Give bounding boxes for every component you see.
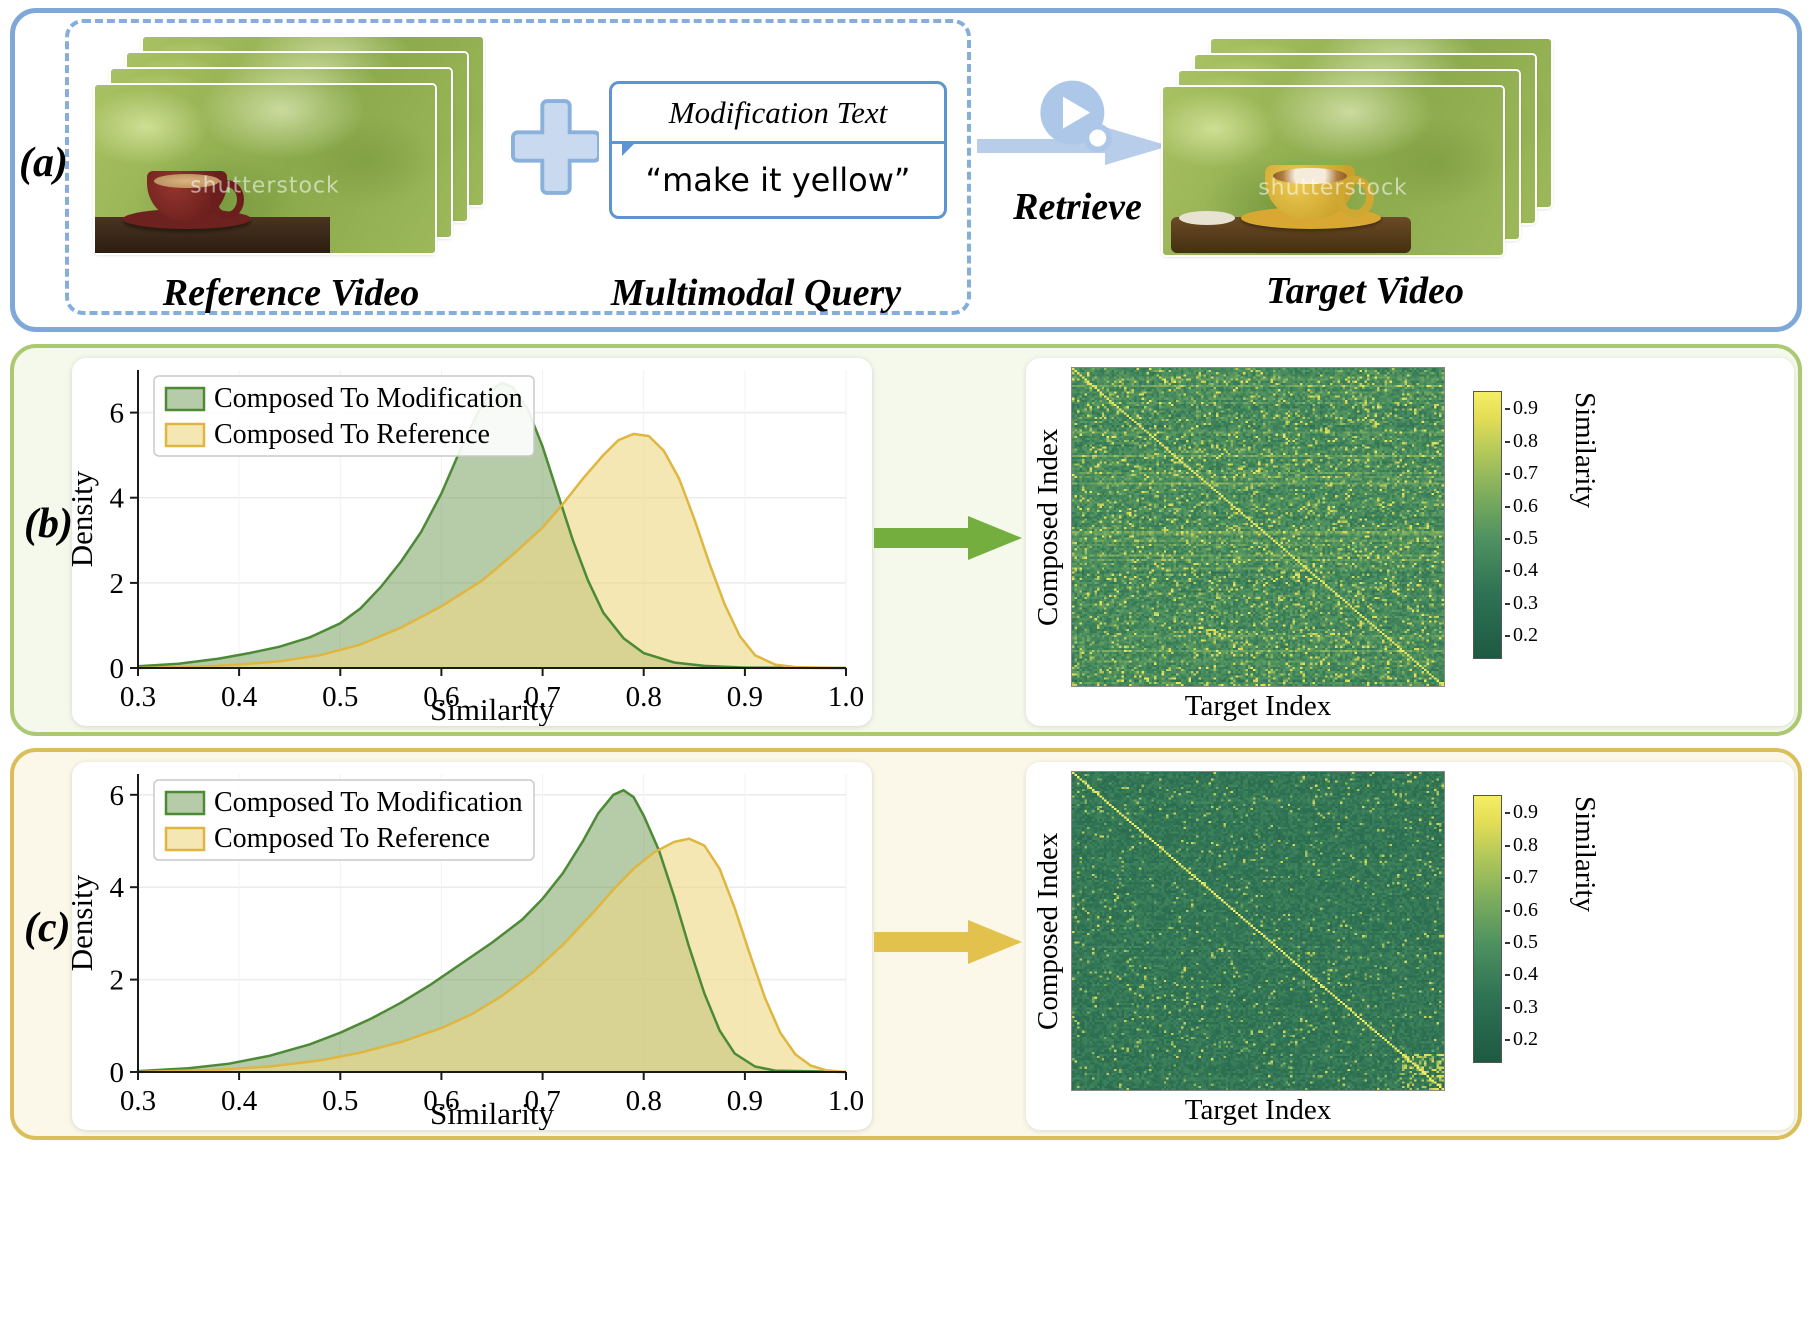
- x-tick-label: 0.4: [221, 681, 258, 713]
- multimodal-query-group: shutterstock Reference Video Modificatio…: [65, 19, 971, 315]
- heatmap-c-matrix: [1071, 771, 1445, 1091]
- y-axis-label: Density: [72, 470, 99, 567]
- panel-a-label: (a): [19, 140, 68, 186]
- modification-text-box: Modification Text “make it yellow”: [609, 81, 947, 219]
- x-tick-label: 0.8: [626, 1085, 662, 1117]
- panel-c: (c) 0.3 0.4 0.5 0.6 0.7 0.8 0.9 1.0 0 2 4 6 Similari…: [10, 748, 1802, 1140]
- arrow-c-icon: [874, 920, 1022, 964]
- reference-video-frame-front: shutterstock: [95, 85, 435, 253]
- yellow-coffee-cup: [1265, 165, 1374, 219]
- legend-label: Composed To Reference: [214, 419, 490, 450]
- legend-box: [153, 779, 535, 861]
- x-tick-label: 0.6: [423, 681, 459, 713]
- x-tick-label: 0.7: [524, 1085, 560, 1117]
- colorbar-b-gradient: [1473, 391, 1502, 659]
- y-tick-label: 2: [110, 568, 125, 600]
- heatmap-c-ylabel: Composed Index: [1032, 832, 1064, 1030]
- colorbar-b: 0.9 0.8 0.7 0.6 0.5 0.4 0.3 0.2 Similarity: [1473, 391, 1634, 662]
- legend-label: Composed To Reference: [214, 823, 490, 854]
- red-coffee-cup: [147, 171, 244, 221]
- speech-bubble-fold-icon: [622, 141, 637, 156]
- target-video-stack: shutterstock: [1163, 39, 1553, 257]
- small-dish: [1179, 211, 1235, 225]
- target-video-frame-front: shutterstock: [1163, 87, 1503, 255]
- panel-b: (b) 0.3 0.4 0.5 0.6 0.7 0.8 0.9 1.0 0 2 4 6 Similari…: [10, 344, 1802, 736]
- legend-box: [153, 375, 535, 457]
- x-tick-label: 0.9: [727, 1085, 763, 1117]
- x-tick-label: 0.8: [626, 681, 662, 713]
- x-tick-label: 1.0: [828, 681, 864, 713]
- x-axis-label: Similarity: [430, 1096, 555, 1130]
- y-tick-label: 6: [110, 780, 125, 812]
- colorbar-c-ticks: 0.9 0.8 0.7 0.6 0.5 0.4 0.3 0.2: [1505, 801, 1538, 1050]
- colorbar-b-ticks: 0.9 0.8 0.7 0.6 0.5 0.4 0.3 0.2: [1505, 397, 1538, 646]
- legend-label: Composed To Modification: [214, 787, 523, 818]
- reference-video-stack: shutterstock: [95, 37, 485, 255]
- y-tick-label: 0: [110, 653, 125, 685]
- heatmap-b-xlabel: Target Index: [1184, 690, 1332, 722]
- modification-text-title: Modification Text: [612, 84, 944, 144]
- legend-label: Composed To Modification: [214, 383, 523, 414]
- legend-swatch: [164, 386, 206, 412]
- x-tick-label: 0.9: [727, 681, 763, 713]
- x-tick-label: 0.6: [423, 1085, 459, 1117]
- retrieve-arrow-icon: [977, 127, 1169, 165]
- heatmap-card-c: Composed Index Target Index 0.9 0.8 0.7 0.6…: [1026, 762, 1794, 1130]
- panel-c-label: (c): [24, 905, 71, 951]
- multimodal-query-caption: Multimodal Query: [610, 272, 902, 314]
- x-tick-label: 0.3: [120, 681, 156, 713]
- density-plot-c: 0.3 0.4 0.5 0.6 0.7 0.8 0.9 1.0 0 2 4 6 Similarity De…: [64, 762, 872, 1131]
- play-retrieve-icon: [1031, 75, 1125, 169]
- modification-text-value: “make it yellow”: [645, 161, 911, 199]
- colorbar-b-label: Similarity: [1569, 392, 1601, 508]
- x-tick-label: 0.5: [322, 1085, 358, 1117]
- y-tick-label: 4: [110, 483, 125, 515]
- x-axis-label: Similarity: [430, 692, 555, 726]
- legend-swatch: [164, 790, 206, 816]
- watermark-text: shutterstock: [1258, 175, 1408, 201]
- y-tick-label: 2: [110, 965, 125, 997]
- arrow-b-icon: [874, 516, 1022, 560]
- colorbar-c-gradient: [1473, 795, 1502, 1063]
- y-tick-label: 6: [110, 398, 125, 430]
- colorbar-c: 0.9 0.8 0.7 0.6 0.5 0.4 0.3 0.2 Similarity: [1473, 795, 1634, 1066]
- y-axis-label: Density: [72, 874, 99, 971]
- x-tick-label: 1.0: [828, 1085, 864, 1117]
- colorbar-c-label: Similarity: [1569, 796, 1601, 912]
- y-tick-label: 0: [110, 1057, 125, 1089]
- x-tick-label: 0.7: [524, 681, 560, 713]
- x-tick-label: 0.5: [322, 681, 358, 713]
- retrieve-label: Retrieve: [1013, 186, 1142, 228]
- panel-a: (a) shutterstock Reference Video: [10, 8, 1802, 332]
- y-tick-label: 4: [110, 872, 125, 904]
- heatmap-c-xlabel: Target Index: [1184, 1094, 1332, 1126]
- x-tick-label: 0.4: [221, 1085, 258, 1117]
- density-plot-b: 0.3 0.4 0.5 0.6 0.7 0.8 0.9 1.0 0 2 4 6 Similarity De…: [64, 358, 872, 727]
- x-tick-label: 0.3: [120, 1085, 156, 1117]
- legend-swatch: [164, 422, 206, 448]
- plus-icon: [511, 95, 601, 201]
- reference-video-caption: Reference Video: [162, 272, 420, 314]
- watermark-text: shutterstock: [190, 173, 340, 199]
- heatmap-card-b: Composed Index Target Index 0.9 0.8 0.7 0.6…: [1026, 358, 1794, 726]
- target-video-caption: Target Video: [1265, 270, 1465, 312]
- heatmap-b-matrix: [1071, 367, 1445, 687]
- heatmap-b-ylabel: Composed Index: [1032, 428, 1064, 626]
- legend-swatch: [164, 826, 206, 852]
- panel-b-label: (b): [24, 501, 73, 547]
